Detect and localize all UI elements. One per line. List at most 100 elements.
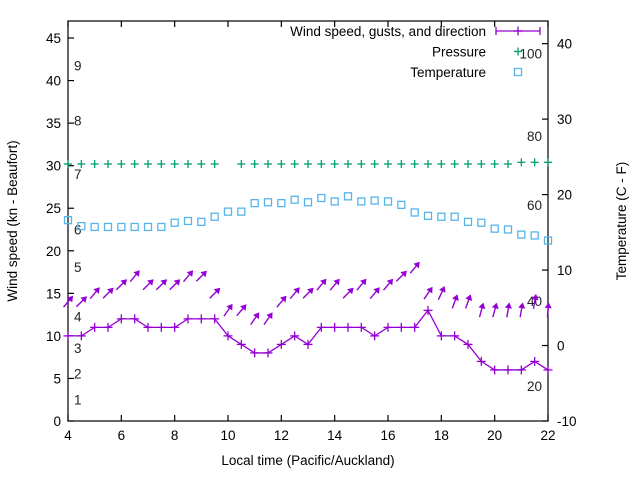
square-marker xyxy=(223,207,233,216)
square-marker xyxy=(290,195,299,204)
x-tick-label: 14 xyxy=(327,428,343,443)
wind-direction-arrow-head xyxy=(307,287,314,295)
square-marker xyxy=(383,197,393,206)
beaufort-label: 1 xyxy=(74,393,82,408)
square-marker xyxy=(170,218,179,227)
beaufort-label: 8 xyxy=(74,114,82,129)
square-marker xyxy=(503,225,513,234)
y-tick-label: 30 xyxy=(46,159,61,174)
wind-direction-arrow-head xyxy=(293,287,300,294)
y-tick-label: 15 xyxy=(46,286,61,301)
square-marker xyxy=(477,218,486,227)
square-marker xyxy=(130,222,139,232)
square-marker xyxy=(277,198,286,208)
legend-label: Pressure xyxy=(432,45,486,60)
series-plus-line xyxy=(62,261,553,375)
x-tick-label: 8 xyxy=(171,428,179,443)
wind-direction-arrow-head xyxy=(531,294,539,301)
y2-tick-label: 20 xyxy=(557,188,572,203)
plot-frame xyxy=(67,20,549,422)
y-tick-label: 5 xyxy=(53,371,61,386)
wind-direction-arrow-head xyxy=(347,287,354,295)
square-marker xyxy=(530,231,539,240)
y-tick-label: 40 xyxy=(46,74,61,89)
wind-direction-arrow-head xyxy=(320,278,327,286)
wind-direction-arrow-head xyxy=(386,278,394,286)
y-tick-label: 20 xyxy=(46,244,61,259)
wind-direction-arrow-head xyxy=(186,270,194,277)
series-plus xyxy=(64,158,552,168)
wind-direction-arrow-head xyxy=(66,295,74,303)
x-tick-label: 6 xyxy=(118,428,126,443)
square-marker xyxy=(410,208,419,217)
fahrenheit-label: 80 xyxy=(527,129,542,144)
square-marker xyxy=(397,200,406,209)
chart-legend: Wind speed, gusts, and direction Pressure… xyxy=(290,24,541,80)
wind-direction-arrow-head xyxy=(147,279,154,286)
square-marker xyxy=(210,212,219,221)
wind-direction-arrow-head xyxy=(373,287,380,294)
legend-label: Wind speed, gusts, and direction xyxy=(290,24,486,39)
square-marker xyxy=(330,197,339,206)
square-marker xyxy=(77,221,86,231)
data-series xyxy=(62,158,553,375)
series-open-square xyxy=(63,192,553,245)
square-marker xyxy=(317,193,326,203)
y2-axis-ticks: -10 0 10 20 30 40 xyxy=(542,37,577,429)
wind-direction-arrow-head xyxy=(452,294,459,301)
beaufort-label: 7 xyxy=(74,167,82,182)
y-tick-label: 35 xyxy=(46,116,61,131)
wind-direction-arrow-head xyxy=(504,302,512,309)
square-marker xyxy=(423,211,433,221)
fahrenheit-label: 60 xyxy=(527,198,542,213)
x-axis-label: Local time (Pacific/Auckland) xyxy=(221,453,394,468)
square-marker xyxy=(490,224,499,233)
square-marker xyxy=(157,222,166,232)
wind-direction-arrow-head xyxy=(107,287,114,295)
wind-direction-arrow-head xyxy=(173,279,181,286)
square-marker xyxy=(117,222,126,232)
square-marker xyxy=(143,222,153,232)
square-marker xyxy=(197,217,206,227)
beaufort-label: 4 xyxy=(74,309,82,324)
wind-direction-arrow-head xyxy=(491,302,499,310)
wind-direction-arrow-head xyxy=(93,287,100,294)
beaufort-label: 3 xyxy=(74,341,82,356)
wind-direction-arrow-head xyxy=(360,278,367,286)
y-axis-ticks: 0 5 10 15 20 25 30 35 40 45 xyxy=(46,31,74,429)
x-tick-label: 16 xyxy=(380,428,395,443)
y2-tick-label: 10 xyxy=(557,263,572,278)
y2-tick-label: 0 xyxy=(557,339,565,354)
square-marker xyxy=(450,212,459,221)
y-tick-label: 10 xyxy=(46,329,61,344)
beaufort-label: 9 xyxy=(74,58,82,73)
wind-direction-arrow-head xyxy=(200,270,207,278)
wind-direction-arrow-head xyxy=(226,303,233,311)
wind-direction-arrow-head xyxy=(544,302,552,309)
x-tick-label: 22 xyxy=(540,428,555,443)
square-marker xyxy=(103,222,113,232)
y-tick-label: 0 xyxy=(53,414,61,429)
wind-direction-arrow-head xyxy=(133,270,140,277)
square-marker xyxy=(370,196,379,205)
y2-tick-label: 30 xyxy=(557,112,572,127)
square-marker xyxy=(303,198,313,207)
square-marker xyxy=(183,216,193,226)
beaufort-label: 5 xyxy=(74,260,82,275)
wind-direction-arrow-head xyxy=(439,286,446,293)
wind-direction-arrow-head xyxy=(333,278,340,286)
square-marker xyxy=(437,212,446,221)
y2-tick-label: -10 xyxy=(557,414,577,429)
wind-direction-arrow-head xyxy=(253,312,260,320)
wind-direction-arrow-head xyxy=(518,302,526,309)
y-tick-label: 45 xyxy=(46,31,61,46)
square-marker xyxy=(263,198,273,207)
wind-direction-arrow-head xyxy=(478,302,486,310)
square-marker xyxy=(513,67,523,77)
square-marker xyxy=(250,198,259,208)
x-tick-label: 12 xyxy=(274,428,289,443)
square-marker xyxy=(517,230,526,239)
